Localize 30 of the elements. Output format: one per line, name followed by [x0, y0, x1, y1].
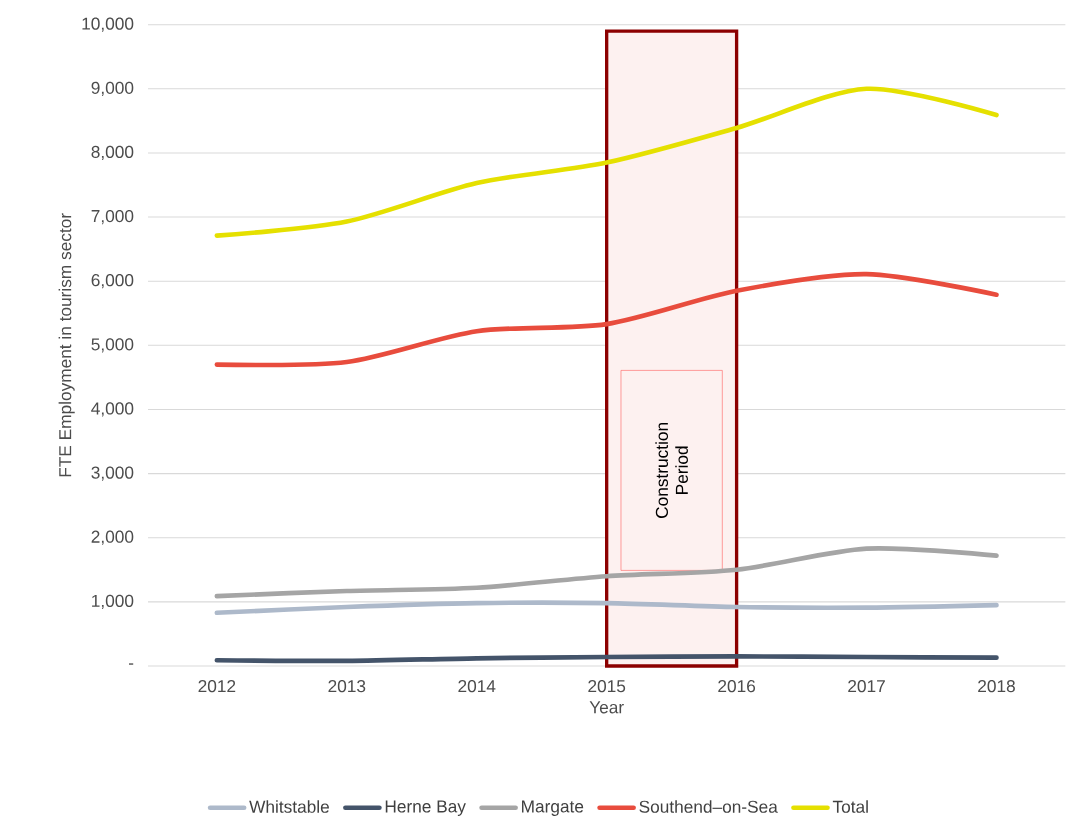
line-series — [214, 271, 999, 368]
legend-label: Margate — [522, 800, 584, 816]
line-series — [214, 600, 999, 616]
y-tick-label: 10,000 — [82, 17, 134, 32]
y-tick-label: 9,000 — [91, 81, 134, 96]
y-tick-label: 2,000 — [91, 530, 134, 545]
y-tick-label: 4,000 — [91, 402, 134, 417]
legend-label: Total — [832, 800, 868, 813]
y-tick-label: 8,000 — [91, 145, 134, 161]
x-tick-label: 2012 — [198, 680, 236, 693]
y-tick-label: - — [129, 663, 134, 665]
x-tick-label: 2013 — [328, 680, 366, 693]
band-label: Construction Period — [655, 423, 688, 518]
y-tick-label: 5,000 — [91, 338, 134, 353]
legend-label: Herne Bay — [385, 800, 466, 816]
line-series — [214, 546, 999, 599]
y-tick-label: 7,000 — [91, 209, 134, 225]
x-tick-label: 2017 — [848, 680, 885, 693]
y-axis-title: FTE Employment in tourism sector — [58, 213, 75, 477]
legend-label: Whitstable — [249, 800, 329, 813]
x-axis-title: Year — [589, 701, 624, 714]
y-tick-label: 6,000 — [91, 274, 134, 289]
legend-label: Southend–on-Sea — [639, 800, 778, 813]
y-tick-label: 1,000 — [92, 594, 134, 609]
x-tick-label: 2015 — [588, 680, 626, 693]
y-tick-label: 3,000 — [91, 466, 134, 481]
line-series — [214, 86, 999, 238]
x-tick-label: 2018 — [978, 680, 1015, 693]
x-tick-label: 2014 — [458, 680, 496, 693]
x-tick-label: 2016 — [718, 680, 756, 693]
